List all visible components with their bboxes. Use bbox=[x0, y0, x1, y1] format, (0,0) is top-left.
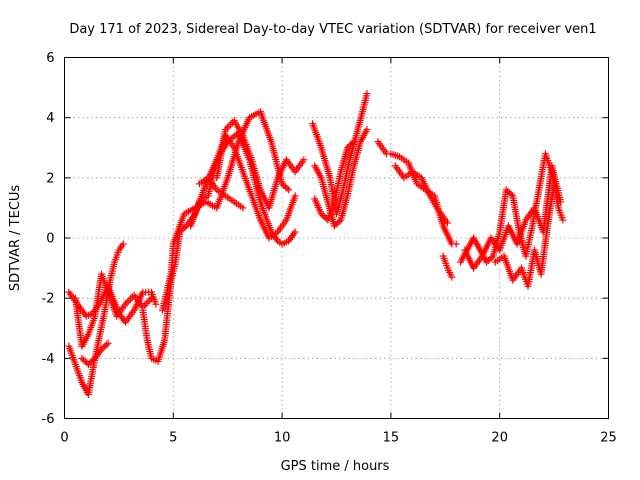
data-point bbox=[559, 216, 567, 224]
y-axis-label: SDTVAR / TECUs bbox=[8, 185, 23, 292]
data-point bbox=[88, 357, 96, 365]
data-point bbox=[80, 356, 88, 364]
data-point bbox=[448, 273, 456, 281]
y-tick-label: 2 bbox=[46, 171, 54, 186]
data-point bbox=[484, 257, 492, 265]
data-point bbox=[239, 204, 247, 212]
x-tick-label: 15 bbox=[383, 431, 400, 446]
y-tick-label: 6 bbox=[46, 51, 54, 66]
data-point bbox=[283, 184, 291, 192]
data-point bbox=[280, 181, 288, 189]
data-point bbox=[505, 189, 513, 197]
data-point bbox=[101, 342, 109, 350]
data-point bbox=[99, 344, 107, 352]
data-point bbox=[443, 219, 451, 227]
x-tick-label: 10 bbox=[274, 431, 291, 446]
y-tick-label: 4 bbox=[46, 111, 54, 126]
data-point bbox=[335, 217, 343, 225]
data-point bbox=[557, 198, 565, 206]
data-point bbox=[550, 180, 558, 188]
data-point bbox=[89, 356, 97, 364]
data-point bbox=[330, 222, 338, 230]
data-point bbox=[278, 180, 286, 188]
data-point bbox=[319, 211, 327, 219]
data-point bbox=[227, 120, 235, 128]
data-point bbox=[225, 122, 233, 130]
data-point bbox=[300, 156, 308, 164]
y-tick-label: -6 bbox=[42, 412, 55, 427]
axis-ticks: 0 5 10 15 20 25 -6 -4 -2 0 2 4 6 bbox=[42, 51, 617, 446]
x-tick-label: 20 bbox=[491, 431, 508, 446]
data-point bbox=[507, 190, 515, 198]
data-point bbox=[488, 254, 496, 262]
data-point bbox=[281, 183, 289, 191]
data-point bbox=[102, 341, 110, 349]
data-point bbox=[317, 210, 325, 218]
data-point bbox=[504, 187, 512, 195]
data-point bbox=[84, 360, 92, 368]
data-point bbox=[334, 219, 342, 227]
data-point bbox=[142, 300, 150, 308]
chart-title: Day 171 of 2023, Sidereal Day-to-day VTE… bbox=[69, 22, 596, 37]
data-point bbox=[285, 186, 293, 194]
data-point bbox=[86, 359, 94, 367]
y-tick-label: -4 bbox=[42, 352, 55, 367]
data-point bbox=[321, 213, 329, 221]
data-points bbox=[65, 90, 567, 398]
data-point bbox=[363, 126, 371, 134]
data-point bbox=[291, 228, 299, 236]
data-point bbox=[345, 142, 353, 150]
data-point bbox=[125, 297, 133, 305]
data-point bbox=[348, 139, 356, 147]
y-tick-label: 0 bbox=[46, 232, 54, 247]
x-axis-label: GPS time / hours bbox=[281, 459, 390, 474]
x-tick-label: 25 bbox=[600, 431, 617, 446]
data-point bbox=[148, 294, 156, 302]
data-point bbox=[119, 240, 127, 248]
y-tick-label: -2 bbox=[42, 292, 55, 307]
data-point bbox=[123, 298, 131, 306]
x-tick-label: 0 bbox=[60, 431, 68, 446]
data-point bbox=[97, 345, 105, 353]
data-point bbox=[343, 144, 351, 152]
data-point bbox=[452, 240, 460, 248]
data-point bbox=[152, 300, 160, 308]
data-point bbox=[291, 192, 299, 200]
data-point bbox=[181, 223, 189, 231]
data-point bbox=[127, 295, 135, 303]
data-point bbox=[332, 220, 340, 228]
data-point bbox=[81, 357, 89, 365]
data-point bbox=[483, 258, 491, 266]
data-point bbox=[104, 339, 112, 347]
data-point bbox=[78, 354, 86, 362]
data-point bbox=[347, 141, 355, 149]
data-point bbox=[486, 255, 494, 263]
data-point bbox=[350, 138, 358, 146]
data-point bbox=[502, 186, 510, 194]
data-point bbox=[144, 298, 152, 306]
data-point bbox=[363, 90, 371, 98]
x-tick-label: 5 bbox=[169, 431, 177, 446]
